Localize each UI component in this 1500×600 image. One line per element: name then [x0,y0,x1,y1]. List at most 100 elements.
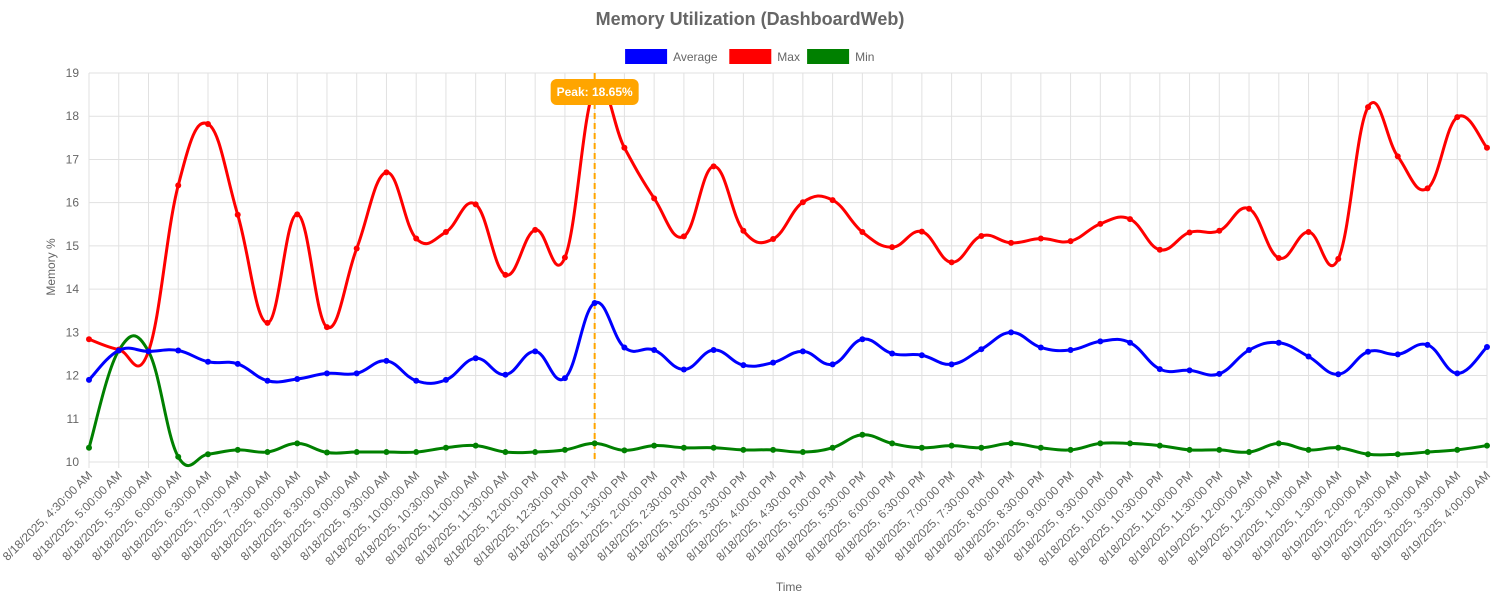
data-point [1216,446,1223,453]
data-point [442,444,449,451]
data-point [472,201,479,208]
data-point [532,348,539,355]
data-point [204,121,211,128]
data-point [918,228,925,235]
peak-label-box [550,79,639,105]
data-point [323,324,330,331]
data-point [1037,235,1044,242]
y-tick-label: 14 [66,282,80,296]
series-max [86,82,1490,368]
data-point [472,442,479,449]
data-point [175,453,182,460]
legend-swatch [807,49,850,64]
data-point [1275,254,1282,261]
data-point [651,347,658,354]
data-point [621,447,628,454]
legend-label: Average [673,50,718,64]
data-point [1186,446,1193,453]
data-point [1305,353,1312,360]
y-axis: 10 11 12 13 14 15 16 17 18 19 [66,66,80,469]
data-point [918,352,925,359]
data-point [1454,114,1461,121]
data-point [294,211,301,218]
data-point [829,444,836,451]
data-point [1186,367,1193,374]
data-point [1097,338,1104,345]
data-point [1424,185,1431,192]
data-point [710,163,717,170]
data-point [770,446,777,453]
data-point [889,244,896,251]
data-point [472,355,479,362]
y-tick-label: 11 [67,412,80,426]
data-point [561,375,568,382]
data-point [1067,446,1074,453]
data-point [86,376,92,383]
data-point [234,211,241,218]
data-point [413,449,420,456]
data-point [859,229,866,236]
data-point [175,182,182,189]
data-point [1097,440,1104,447]
data-point [651,442,658,449]
data-point [532,449,539,456]
data-point [532,226,539,233]
x-axis: 8/18/2025, 4:30:00 AM8/18/2025, 5:00:00 … [0,468,1493,568]
data-point [1216,227,1223,234]
data-point [1424,449,1431,456]
data-point [294,440,301,447]
data-point [264,377,271,384]
data-point [353,449,360,456]
data-point [1008,329,1015,336]
data-point [383,357,390,364]
data-point [323,370,330,377]
data-point [1008,239,1015,246]
data-point [680,233,687,240]
data-point [770,359,777,366]
data-point [1127,216,1134,223]
series-line [88,82,1489,368]
data-point [86,336,92,343]
data-point [204,358,211,365]
legend-label: Min [855,50,874,64]
data-point [740,362,747,369]
data-point [175,347,182,354]
y-tick-label: 10 [66,455,80,469]
data-point [948,259,955,266]
y-axis-title: Memory % [44,238,58,296]
data-point [294,376,301,383]
data-point [442,376,449,383]
legend-swatch [729,49,772,64]
y-tick-label: 13 [66,325,80,339]
data-point [799,199,806,206]
data-point [502,371,509,378]
data-point [115,347,122,354]
data-point [383,449,390,456]
data-point [621,344,628,351]
data-point [889,350,896,357]
data-point [1097,220,1104,227]
legend-swatch [625,49,668,64]
data-point [1365,451,1372,458]
data-point [234,360,241,367]
data-point [1156,442,1163,449]
data-point [948,442,955,449]
x-axis-title: Time [776,580,803,594]
data-point [799,449,806,456]
data-point [1365,104,1372,111]
data-point [264,319,271,326]
data-point [1186,229,1193,236]
data-point [1008,440,1015,447]
y-tick-label: 17 [66,152,80,166]
data-point [561,446,568,453]
data-point [1216,370,1223,377]
data-point [1067,238,1074,245]
chart-title: Memory Utilization (DashboardWeb) [596,9,905,29]
y-tick-label: 18 [66,109,80,123]
data-point [1305,446,1312,453]
y-tick-label: 16 [66,196,80,210]
data-point [264,449,271,456]
data-point [1394,451,1401,458]
data-point [413,377,420,384]
